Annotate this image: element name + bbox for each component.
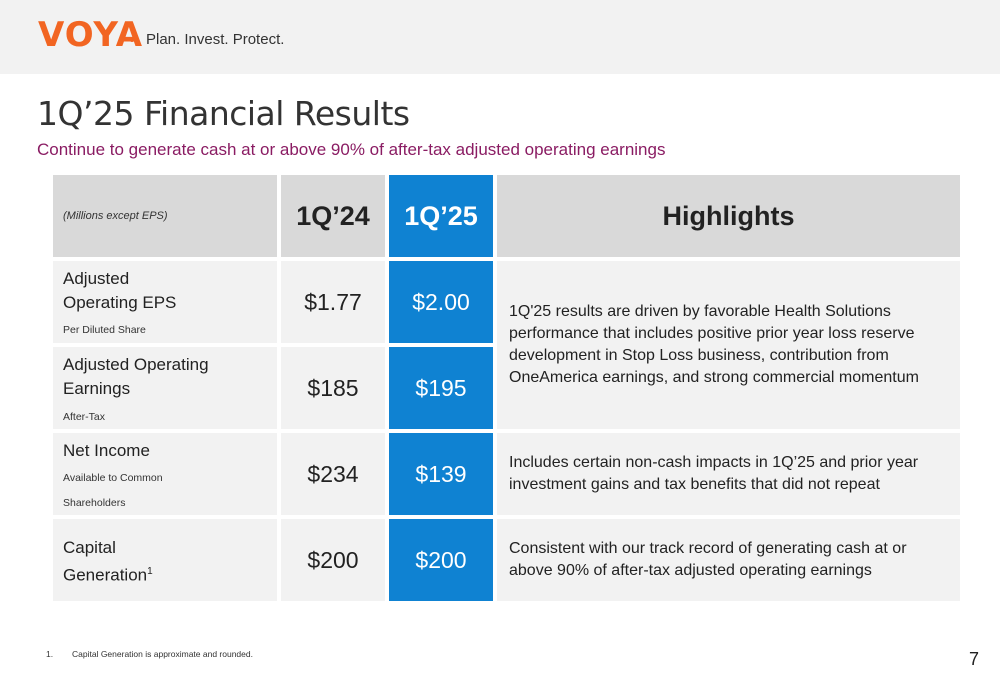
page-subtitle: Continue to generate cash at or above 90… [37,140,666,159]
logo-dot-icon [130,38,134,42]
header-bar: VOYA Plan. Invest. Protect. [0,0,1000,74]
row-label-capital-generation: Capital Generation1 [53,519,277,601]
row-label-line: Adjusted Operating [63,355,209,374]
row-label-text: Generation [63,565,148,585]
value-1q24: $1.77 [281,261,385,343]
value-1q24: $185 [281,347,385,429]
footnote-number: 1. [46,649,54,659]
header-note: (Millions except EPS) [53,175,277,257]
value-1q24: $200 [281,519,385,601]
row-label-line: Earnings [63,379,131,398]
row-label-line: Capital [63,538,116,557]
footnote-text: Capital Generation is approximate and ro… [72,649,253,659]
highlight-text: Consistent with our track record of gene… [497,519,960,601]
row-sublabel: Available to Common [63,472,163,484]
value-1q25: $2.00 [389,261,493,343]
value-1q24: $234 [281,433,385,515]
tagline: Plan. Invest. Protect. [146,31,285,48]
row-label-line: Adjusted [63,269,130,288]
row-label-adjusted-eps: Adjusted Operating EPS Per Diluted Share [53,261,277,343]
page-title: 1Q’25 Financial Results [37,94,410,133]
header-1q24: 1Q’24 [281,175,385,257]
value-1q25: $200 [389,519,493,601]
header-highlights: Highlights [497,175,960,257]
row-label-adjusted-earnings: Adjusted Operating Earnings After-Tax [53,347,277,429]
voya-logo: VOYA [38,15,144,55]
highlight-text: Includes certain non-cash impacts in 1Q’… [497,433,960,515]
row-label-net-income: Net Income Available to Common Sharehold… [53,433,277,515]
value-1q25: $139 [389,433,493,515]
row-label-line: Net Income [63,441,150,460]
footnote-marker: 1 [147,566,153,577]
header-1q25: 1Q’25 [389,175,493,257]
footnote: 1. Capital Generation is approximate and … [46,649,253,659]
row-label-line: Operating EPS [63,293,177,312]
row-sublabel: Per Diluted Share [63,324,146,336]
highlight-text: 1Q'25 results are driven by favorable He… [497,261,960,429]
page-number: 7 [969,649,980,669]
row-sublabel: Shareholders [63,497,126,509]
value-1q25: $195 [389,347,493,429]
row-label-line-with-sup: Generation1 [63,560,153,588]
row-sublabel: After-Tax [63,411,106,423]
